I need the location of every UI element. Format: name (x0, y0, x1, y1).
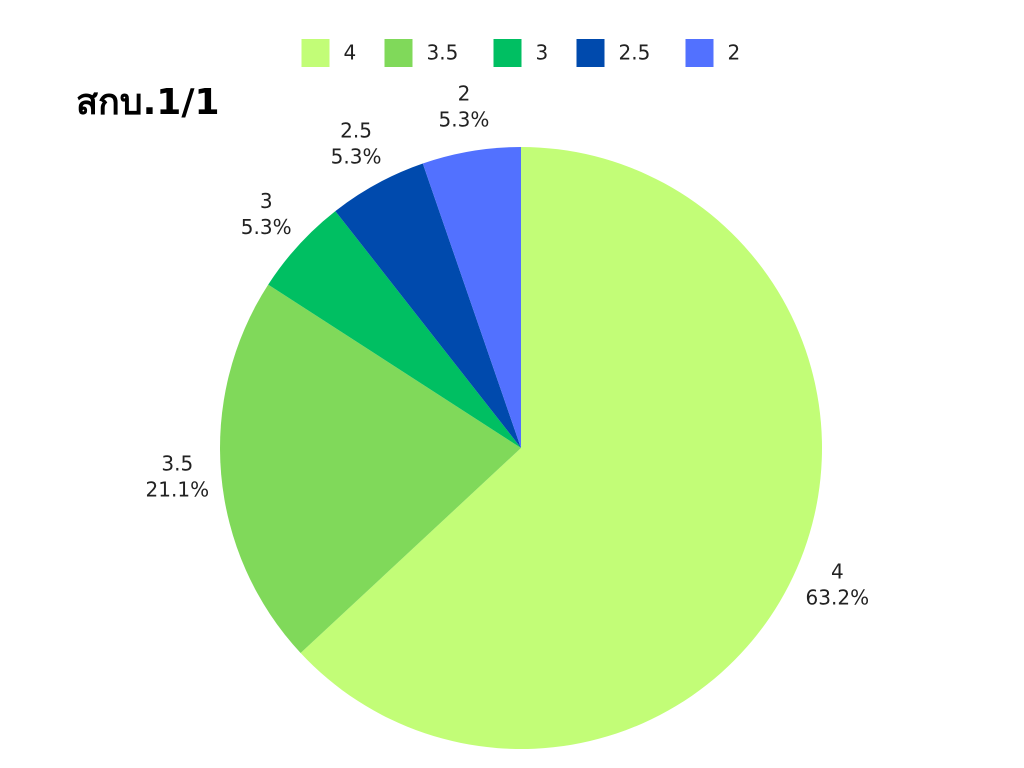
pie-slice (268, 211, 521, 448)
pie-slice (422, 147, 521, 448)
legend-swatch (685, 39, 714, 67)
slice-category-label: 2.5 (340, 118, 372, 142)
legend-label: 3 (536, 41, 549, 65)
legend-swatch (576, 39, 605, 67)
slice-category-label: 4 (831, 559, 844, 583)
slice-category-label: 2 (458, 81, 471, 105)
slice-value-label: 5.3% (331, 144, 382, 168)
slice-category-label: 3.5 (161, 452, 193, 476)
slice-value-label: 5.3% (241, 215, 292, 239)
legend-label: 4 (344, 41, 357, 65)
slice-value-label: 21.1% (146, 478, 210, 502)
slice-value-label: 63.2% (806, 585, 870, 609)
pie-slice (300, 147, 822, 749)
legend-swatch (301, 39, 330, 67)
legend-swatch (384, 39, 413, 67)
slice-category-label: 3 (260, 189, 273, 213)
legend-label: 2.5 (619, 41, 651, 65)
legend-swatch (493, 39, 522, 67)
legend-label: 2 (728, 41, 741, 65)
pie-slice (335, 163, 521, 448)
chart-title: สกบ.1/1 (76, 82, 220, 123)
legend-label: 3.5 (427, 41, 459, 65)
slice-value-label: 5.3% (439, 107, 490, 131)
pie-slice (219, 284, 521, 654)
